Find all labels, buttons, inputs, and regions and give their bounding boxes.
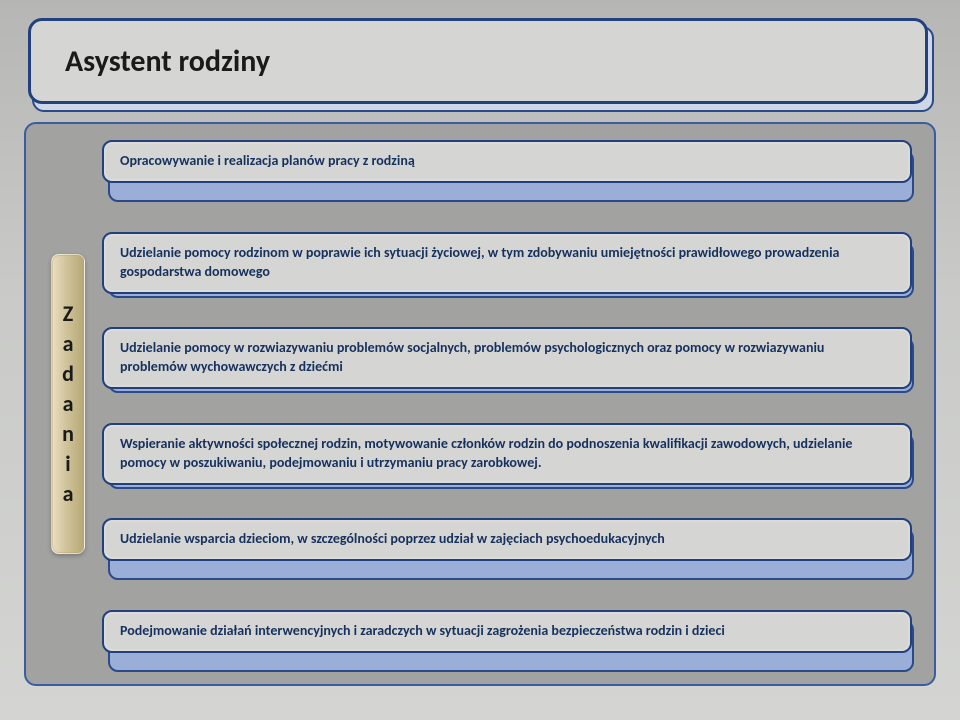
vertical-label-letter: n bbox=[62, 423, 74, 445]
list-item-box: Udzielanie pomocy rodzinom w poprawie ic… bbox=[102, 232, 912, 294]
list-item-box: Podejmowanie działań interwencyjnych i z… bbox=[102, 610, 912, 653]
list-item-text: Wspieranie aktywności społecznej rodzin,… bbox=[120, 435, 894, 473]
list-item: Udzielanie pomocy rodzinom w poprawie ic… bbox=[102, 232, 912, 294]
slide: Asystent rodziny Zadania Opracowywanie i… bbox=[0, 0, 960, 720]
list-item-text: Udzielanie pomocy w rozwiazywaniu proble… bbox=[120, 339, 894, 377]
list-item: Wspieranie aktywności społecznej rodzin,… bbox=[102, 423, 912, 485]
list-item-text: Udzielanie wsparcia dzieciom, w szczegól… bbox=[120, 530, 894, 549]
list-item: Podejmowanie działań interwencyjnych i z… bbox=[102, 610, 912, 668]
list-item-box: Opracowywanie i realizacja planów pracy … bbox=[102, 140, 912, 183]
list-item: Opracowywanie i realizacja planów pracy … bbox=[102, 140, 912, 198]
list-item-box: Udzielanie wsparcia dzieciom, w szczegól… bbox=[102, 518, 912, 561]
vertical-label: Zadania bbox=[51, 254, 85, 554]
list-item-text: Opracowywanie i realizacja planów pracy … bbox=[120, 152, 894, 171]
list-item-box: Udzielanie pomocy w rozwiazywaniu proble… bbox=[102, 327, 912, 389]
list-item: Udzielanie pomocy w rozwiazywaniu proble… bbox=[102, 327, 912, 389]
main-panel: Zadania Opracowywanie i realizacja planó… bbox=[24, 122, 936, 686]
list-item-text: Podejmowanie działań interwencyjnych i z… bbox=[120, 622, 894, 641]
vertical-label-wrap: Zadania bbox=[48, 138, 88, 670]
items-column: Opracowywanie i realizacja planów pracy … bbox=[102, 138, 912, 670]
list-item-box: Wspieranie aktywności społecznej rodzin,… bbox=[102, 423, 912, 485]
vertical-label-letter: d bbox=[62, 363, 74, 385]
vertical-label-letter: a bbox=[63, 483, 74, 505]
vertical-label-letter: Z bbox=[63, 303, 74, 325]
page-title: Asystent rodziny bbox=[65, 43, 270, 80]
vertical-label-letter: a bbox=[63, 393, 74, 415]
list-item-text: Udzielanie pomocy rodzinom w poprawie ic… bbox=[120, 244, 894, 282]
vertical-label-letter: i bbox=[65, 453, 70, 475]
title-frame: Asystent rodziny bbox=[28, 18, 932, 108]
title-box: Asystent rodziny bbox=[28, 18, 928, 104]
content-row: Zadania Opracowywanie i realizacja planó… bbox=[48, 138, 912, 670]
vertical-label-letter: a bbox=[63, 333, 74, 355]
list-item: Udzielanie wsparcia dzieciom, w szczegól… bbox=[102, 518, 912, 576]
